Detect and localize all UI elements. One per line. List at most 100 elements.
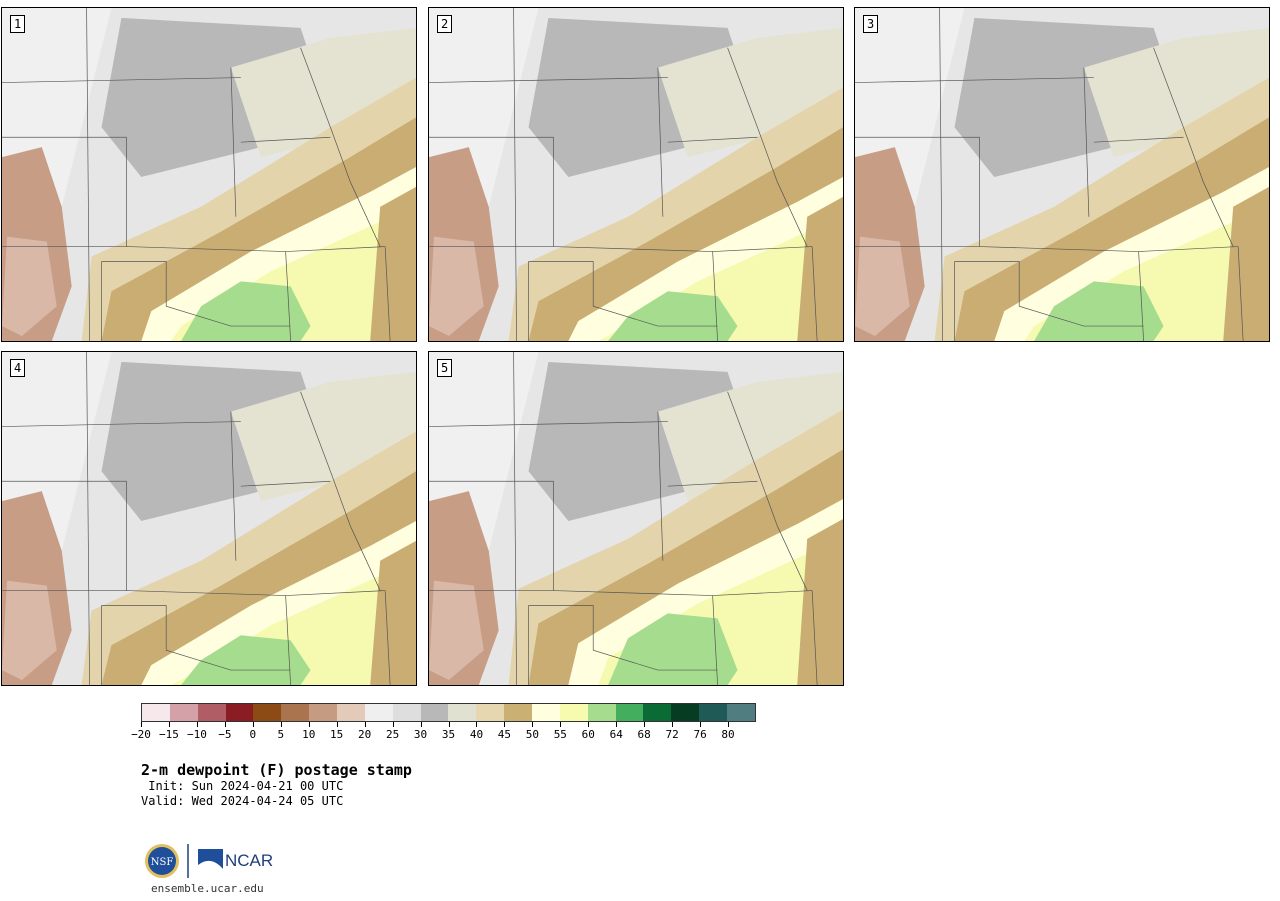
colorbar-tick [196,722,198,727]
boundary-line [2,480,127,591]
boundary-line [86,8,90,341]
colorbar-tick [420,722,422,727]
dewpoint-region [797,518,843,685]
boundary-line [300,47,381,247]
boundary-line [1153,47,1234,247]
colorbar-tick [504,722,506,727]
colorbar-bin [699,704,728,721]
colorbar-tick-label: 15 [330,728,344,741]
colorbar-tick-label: 30 [413,728,428,741]
colorbar-tick [672,722,674,727]
ncar-logo-text: NCAR [225,851,273,870]
colorbar-bin [364,704,393,721]
boundary-line [667,136,758,143]
boundary-line [101,605,291,671]
boundary-line [429,480,554,591]
nsf-logo-text: NSF [151,857,174,868]
colorbar-bin [392,704,421,721]
colorbar-tick [168,722,170,727]
colorbar-tick-label: 68 [637,728,651,741]
colorbar-tick [644,722,646,727]
boundary-line [727,47,808,247]
boundary-line [657,67,664,217]
dewpoint-region [2,236,57,337]
nsf-ncar-logo: NSF NCAR [145,844,273,878]
stamp-panel-3: 3 [854,7,1270,342]
colorbar-tick-label: 5 [277,728,285,741]
dewpoint-region [181,635,311,685]
boundary-line [384,590,391,685]
colorbar-tick [700,722,702,727]
dewpoint-region [608,291,738,341]
panel-label: 4 [10,359,26,377]
colorbar [141,703,756,722]
colorbar-bin [504,704,533,721]
colorbar-bin [587,704,616,721]
boundary-line [429,136,554,247]
colorbar-bin [197,704,226,721]
dewpoint-region [2,580,57,681]
stamp-panel-2: 2 [428,7,844,342]
boundary-line [240,136,331,143]
boundary-line [240,480,331,487]
colorbar-tick-label: 60 [581,728,595,741]
dewpoint-region [1083,27,1269,158]
boundary-line [1083,67,1090,217]
boundary-line [513,352,517,685]
colorbar-bin [727,704,755,721]
colorbar-tick-label: 55 [553,728,567,741]
colorbar-tick [476,722,478,727]
colorbar-bin [643,704,672,721]
site-url[interactable]: ensemble.ucar.edu [151,882,264,895]
colorbar-bin [253,704,282,721]
colorbar-tick-label: 64 [609,728,623,741]
colorbar-tick [560,722,562,727]
panel-label: 3 [863,15,879,33]
colorbar-bin [169,704,198,721]
boundary-line [855,136,980,247]
colorbar-tick-label: 45 [497,728,512,741]
colorbar-tick [308,722,310,727]
boundary-line [811,590,818,685]
boundary-line [86,352,90,685]
boundary-line [2,421,241,427]
boundary-line [954,261,1144,327]
colorbar-bin [420,704,449,721]
colorbar-bin [476,704,505,721]
colorbar-bin [671,704,700,721]
colorbar-tick-label: 25 [385,728,400,741]
colorbar-tick [224,722,226,727]
colorbar-tick-label: −20 [131,728,151,741]
dewpoint-region [370,186,416,341]
dewpoint-region [230,27,416,158]
boundary-line [1237,246,1244,341]
stamp-panel-1: 1 [1,7,417,342]
colorbar-bin [615,704,644,721]
boundary-line [712,590,813,596]
dewpoint-map-5 [429,352,843,685]
boundary-line [429,77,668,83]
colorbar-tick [588,722,590,727]
valid-time: Valid: Wed 2024-04-24 05 UTC [141,794,344,808]
colorbar-tick-label: 10 [302,728,316,741]
dewpoint-region [608,613,738,685]
boundary-line [285,590,386,596]
colorbar-tick-label: −5 [218,728,232,741]
boundary-line [667,480,758,487]
colorbar-tick-label: 0 [249,728,257,741]
dewpoint-map-4 [2,352,416,685]
colorbar-tick [252,722,254,727]
colorbar-tick-label: 50 [525,728,539,741]
colorbar-tick-label: −10 [186,728,207,741]
boundary-line [939,8,943,341]
boundary-line [384,246,391,341]
colorbar-tick [392,722,394,727]
panel-label: 1 [10,15,26,33]
dewpoint-region [657,27,843,158]
dewpoint-region [429,580,484,681]
dewpoint-region [797,196,843,341]
dewpoint-region [370,540,416,685]
boundary-line [1138,246,1239,252]
colorbar-tick-label: 20 [358,728,372,741]
colorbar-tick-label: 80 [721,728,735,741]
